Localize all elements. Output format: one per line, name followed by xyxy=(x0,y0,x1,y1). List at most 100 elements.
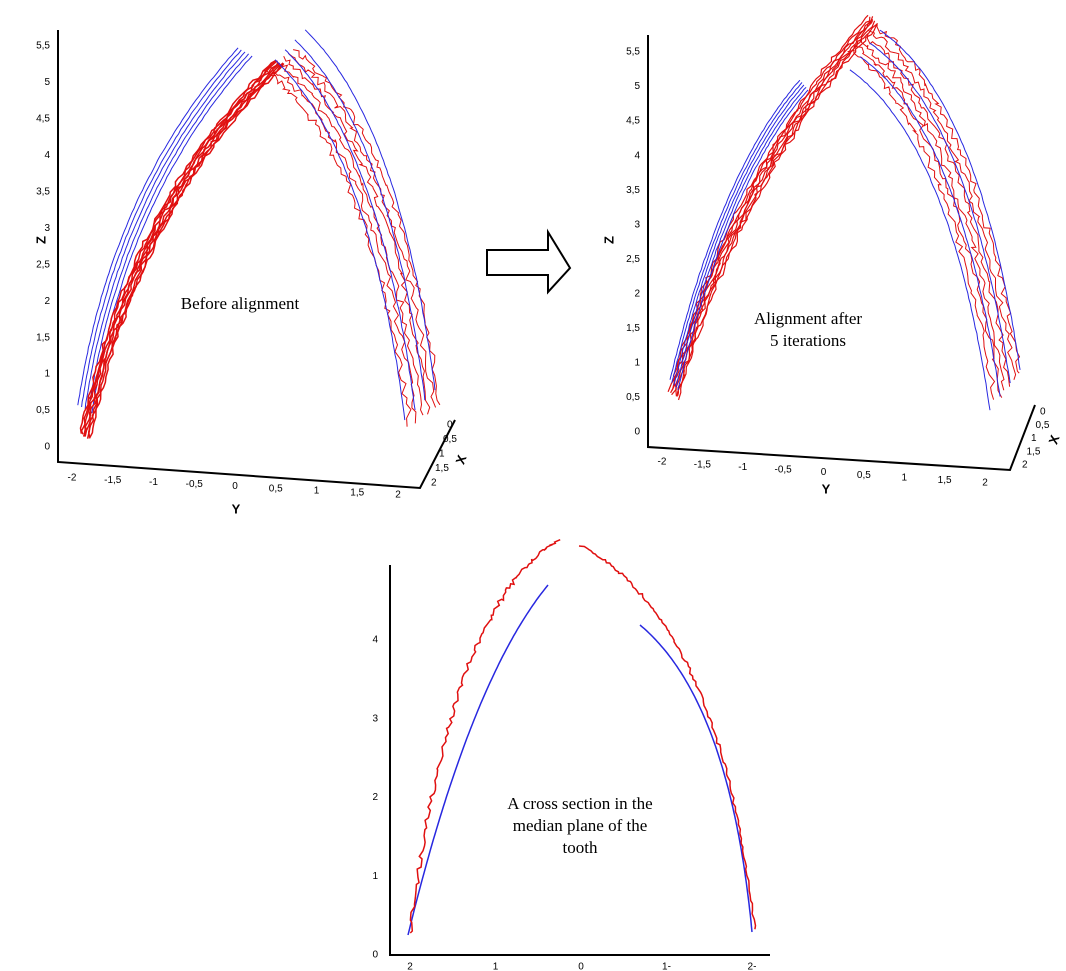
x-axis-label: X xyxy=(1045,433,1062,447)
left-tick-label: 0 xyxy=(372,950,378,961)
curve xyxy=(671,82,803,383)
curve xyxy=(578,545,757,930)
curve xyxy=(277,62,424,416)
curve xyxy=(274,59,406,421)
curve xyxy=(77,47,239,406)
y-tick-label: -1,5 xyxy=(104,475,122,486)
curve xyxy=(304,29,436,391)
curve xyxy=(675,86,807,388)
curve xyxy=(283,55,431,415)
y-tick-label: 0,5 xyxy=(269,483,283,494)
x-tick-label: 1,5 xyxy=(435,463,449,474)
left-tick-label: 2 xyxy=(372,792,378,803)
curve xyxy=(268,64,417,424)
labels: 0 0,5 1 1,5 2 2,5 3 3,5 4 4,5 5 5,5 -2 -1,5 -1 -0,5 0 0,5… xyxy=(33,41,1062,971)
z-axis-label: Z xyxy=(33,236,48,244)
curve xyxy=(83,60,278,437)
curve xyxy=(879,29,1021,370)
caption: 5 iterations xyxy=(770,331,846,350)
left-tick-label: 3 xyxy=(372,713,378,724)
curve xyxy=(80,59,277,435)
y-tick-label: -0,5 xyxy=(186,479,204,490)
curve xyxy=(876,24,1021,374)
y-tick-label: -1,5 xyxy=(694,459,712,470)
curve xyxy=(847,49,996,400)
left-tick-label: 4 xyxy=(372,635,378,646)
x-tick-label: 0 xyxy=(447,420,453,431)
curve xyxy=(294,39,426,401)
curves xyxy=(77,14,1021,936)
y-tick-label: -1 xyxy=(149,477,158,488)
caption: Before alignment xyxy=(181,294,300,313)
curve xyxy=(88,53,249,412)
z-tick-label: 4 xyxy=(634,150,640,161)
z-tick-label: 1 xyxy=(634,358,640,369)
x-axis-label: X xyxy=(452,453,469,467)
bottom-tick-label: 2 xyxy=(407,962,413,971)
bottom-tick-label: 0 xyxy=(578,962,584,971)
caption: Alignment after xyxy=(754,309,862,328)
curve xyxy=(287,52,437,408)
y-tick-label: -1 xyxy=(738,462,747,473)
curve xyxy=(860,37,1005,391)
x-tick-label: 0 xyxy=(1040,407,1046,418)
z-tick-label: 2,5 xyxy=(36,259,50,270)
curve xyxy=(673,84,805,386)
y-tick-label: 1 xyxy=(314,485,320,496)
z-tick-label: 3,5 xyxy=(36,186,50,197)
z-tick-label: 4,5 xyxy=(626,116,640,127)
z-tick-label: 2,5 xyxy=(626,254,640,265)
z-tick-label: 3 xyxy=(634,219,640,230)
curve xyxy=(81,49,242,408)
y-tick-label: -2 xyxy=(68,473,77,484)
y-tick-label: 1,5 xyxy=(938,475,952,486)
curve xyxy=(639,624,753,933)
curve xyxy=(82,62,279,437)
curve xyxy=(87,62,284,438)
z-tick-label: 5 xyxy=(634,81,640,92)
x-tick-label: 1 xyxy=(1031,433,1037,444)
y-axis-label: Y xyxy=(822,481,831,496)
z-tick-label: 0 xyxy=(634,427,640,438)
x-tick-label: 0,5 xyxy=(1036,420,1050,431)
left-tick-label: 1 xyxy=(372,871,378,882)
x-tick-label: 1 xyxy=(439,449,445,460)
y-axis-label: Y xyxy=(232,501,241,516)
x-tick-label: 0,5 xyxy=(443,434,457,445)
bottom-tick-label: 1- xyxy=(662,962,671,971)
curve xyxy=(669,79,801,380)
z-tick-label: 5,5 xyxy=(626,47,640,58)
caption: median plane of the xyxy=(513,816,648,835)
z-tick-label: 3,5 xyxy=(626,185,640,196)
panel-3-axes xyxy=(389,565,770,956)
z-tick-label: 3 xyxy=(44,223,50,234)
curve xyxy=(859,56,1001,397)
curve xyxy=(867,29,1017,380)
bottom-tick-label: 1 xyxy=(493,962,499,971)
curve xyxy=(88,63,285,439)
curve xyxy=(407,584,549,936)
curve xyxy=(284,49,416,410)
z-tick-label: 1 xyxy=(44,369,50,380)
y-tick-label: 0 xyxy=(821,467,827,478)
curve xyxy=(671,16,871,391)
arrow xyxy=(486,228,572,295)
curve xyxy=(849,69,991,411)
curve xyxy=(677,23,878,401)
y-tick-label: 1,5 xyxy=(350,488,364,499)
z-tick-label: 0,5 xyxy=(626,392,640,403)
curve xyxy=(677,89,809,391)
curve xyxy=(409,539,561,934)
z-tick-label: 2 xyxy=(634,288,640,299)
z-tick-label: 5 xyxy=(44,77,50,88)
curve xyxy=(91,55,253,414)
curve xyxy=(869,42,1011,384)
x-tick-label: 2 xyxy=(1022,460,1028,471)
axes xyxy=(57,30,1036,956)
curve xyxy=(79,59,277,434)
y-tick-label: 2 xyxy=(395,490,401,501)
z-tick-label: 1,5 xyxy=(626,323,640,334)
bottom-tick-label: 2- xyxy=(748,962,757,971)
y-tick-label: 0,5 xyxy=(857,470,871,481)
caption: A cross section in the xyxy=(507,794,652,813)
